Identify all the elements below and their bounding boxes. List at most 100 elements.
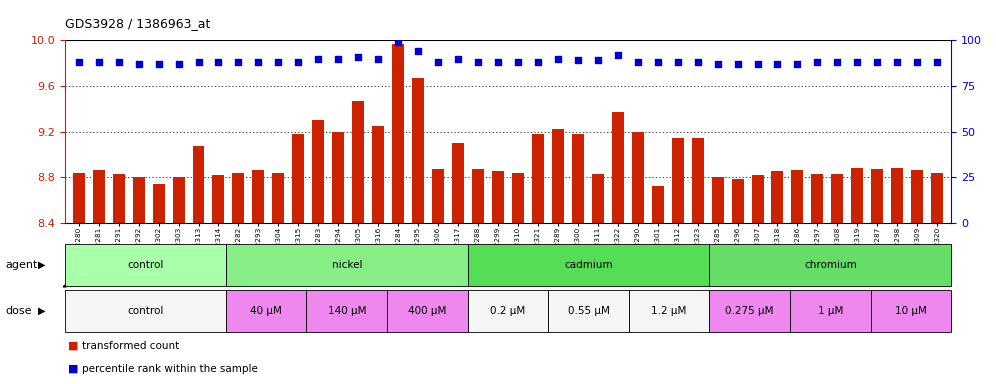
Text: ■: ■ bbox=[68, 364, 79, 374]
Point bbox=[250, 59, 266, 65]
Text: 1 μM: 1 μM bbox=[818, 306, 843, 316]
Bar bbox=[452, 143, 464, 223]
Text: 140 μM: 140 μM bbox=[328, 306, 367, 316]
Point bbox=[750, 61, 766, 67]
Text: control: control bbox=[127, 306, 163, 316]
Bar bbox=[592, 174, 604, 223]
Bar bbox=[392, 44, 404, 223]
Text: ▶: ▶ bbox=[38, 260, 46, 270]
Bar bbox=[192, 146, 204, 223]
Bar bbox=[472, 169, 484, 223]
Point bbox=[371, 56, 386, 62]
Bar bbox=[432, 169, 444, 223]
Text: 0.2 μM: 0.2 μM bbox=[490, 306, 526, 316]
Bar bbox=[272, 172, 284, 223]
Bar bbox=[852, 168, 864, 223]
Text: 10 μM: 10 μM bbox=[895, 306, 927, 316]
Point bbox=[490, 59, 506, 65]
Point bbox=[130, 61, 146, 67]
Bar bbox=[691, 138, 703, 223]
Point bbox=[689, 59, 705, 65]
Bar bbox=[832, 174, 844, 223]
Bar bbox=[612, 112, 623, 223]
Bar bbox=[891, 168, 903, 223]
Bar bbox=[212, 175, 224, 223]
Point bbox=[150, 61, 166, 67]
Text: cadmium: cadmium bbox=[564, 260, 613, 270]
Bar bbox=[353, 101, 365, 223]
Point bbox=[331, 56, 347, 62]
Text: 0.55 μM: 0.55 μM bbox=[568, 306, 610, 316]
Bar bbox=[293, 134, 305, 223]
Bar bbox=[333, 131, 345, 223]
Text: ■: ■ bbox=[68, 341, 79, 351]
Bar bbox=[732, 179, 744, 223]
Bar bbox=[772, 171, 784, 223]
Text: agent: agent bbox=[5, 260, 38, 270]
Point bbox=[709, 61, 725, 67]
Point bbox=[390, 39, 406, 45]
Point bbox=[470, 59, 486, 65]
Point bbox=[870, 59, 885, 65]
Bar bbox=[412, 78, 424, 223]
Bar bbox=[172, 177, 184, 223]
Text: dose: dose bbox=[5, 306, 32, 316]
Point bbox=[770, 61, 786, 67]
Text: GDS3928 / 1386963_at: GDS3928 / 1386963_at bbox=[65, 17, 210, 30]
Bar bbox=[73, 172, 85, 223]
Bar bbox=[492, 171, 504, 223]
Point bbox=[610, 52, 625, 58]
Point bbox=[410, 48, 426, 55]
Point bbox=[570, 57, 586, 63]
Point bbox=[790, 61, 806, 67]
Bar bbox=[631, 131, 643, 223]
Text: ▶: ▶ bbox=[38, 306, 46, 316]
Point bbox=[291, 59, 307, 65]
Point bbox=[530, 59, 546, 65]
Bar bbox=[113, 174, 124, 223]
Point bbox=[351, 54, 367, 60]
Bar bbox=[313, 120, 325, 223]
Bar bbox=[552, 129, 564, 223]
Point bbox=[311, 56, 327, 62]
Bar bbox=[373, 126, 384, 223]
Text: 1.2 μM: 1.2 μM bbox=[651, 306, 687, 316]
Bar bbox=[93, 170, 105, 223]
Point bbox=[850, 59, 866, 65]
Bar bbox=[752, 175, 764, 223]
Point bbox=[730, 61, 746, 67]
Point bbox=[830, 59, 846, 65]
Bar bbox=[651, 186, 663, 223]
Point bbox=[190, 59, 206, 65]
Point bbox=[71, 59, 87, 65]
Bar bbox=[512, 172, 524, 223]
Point bbox=[629, 59, 645, 65]
Point bbox=[270, 59, 286, 65]
Point bbox=[430, 59, 446, 65]
Bar bbox=[792, 170, 804, 223]
Point bbox=[550, 56, 566, 62]
Text: chromium: chromium bbox=[804, 260, 857, 270]
Point bbox=[510, 59, 526, 65]
Text: 400 μM: 400 μM bbox=[408, 306, 446, 316]
Point bbox=[210, 59, 226, 65]
Text: 0.275 μM: 0.275 μM bbox=[725, 306, 774, 316]
Bar bbox=[931, 172, 943, 223]
Point bbox=[889, 59, 905, 65]
Point bbox=[649, 59, 665, 65]
Bar bbox=[911, 170, 923, 223]
Point bbox=[669, 59, 685, 65]
Point bbox=[170, 61, 186, 67]
Bar bbox=[872, 169, 883, 223]
Bar bbox=[532, 134, 544, 223]
Point bbox=[91, 59, 107, 65]
Point bbox=[810, 59, 826, 65]
Bar bbox=[572, 134, 584, 223]
Point bbox=[450, 56, 466, 62]
Text: nickel: nickel bbox=[332, 260, 362, 270]
Point bbox=[929, 59, 945, 65]
Text: 40 μM: 40 μM bbox=[250, 306, 282, 316]
Bar bbox=[671, 138, 683, 223]
Bar bbox=[132, 177, 144, 223]
Text: control: control bbox=[127, 260, 163, 270]
